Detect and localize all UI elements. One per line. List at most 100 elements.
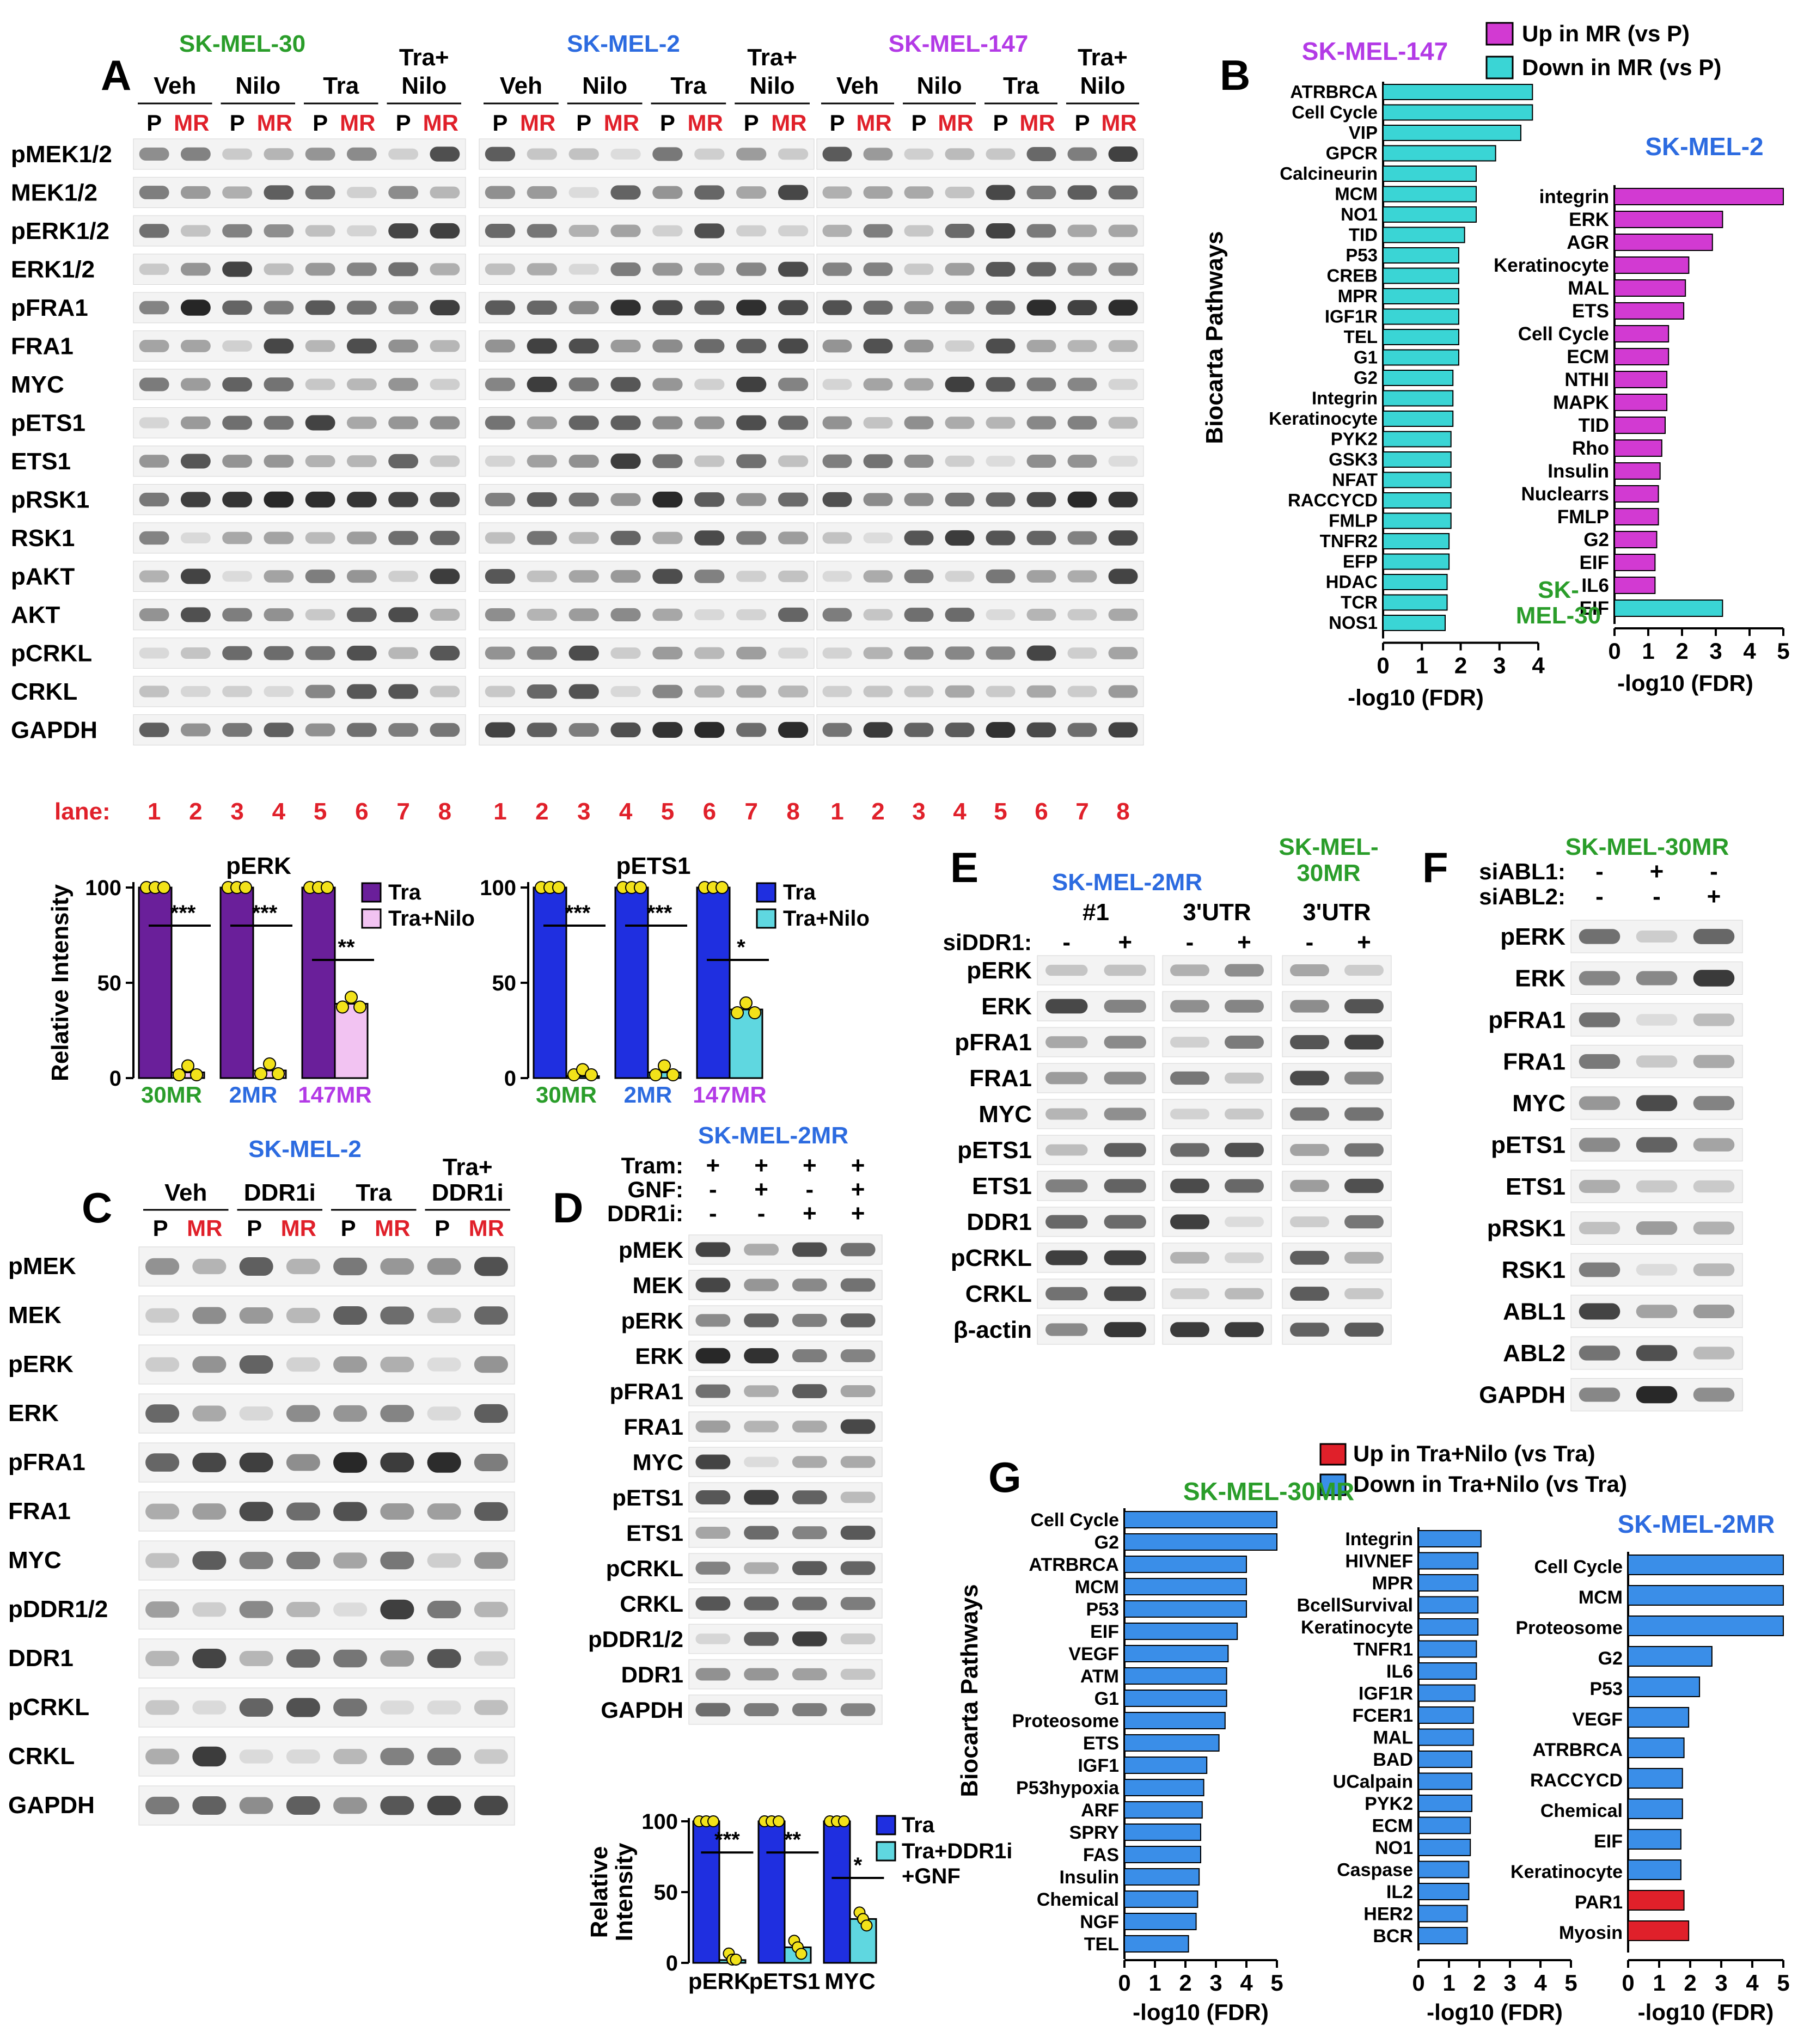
- blot-band: [1026, 570, 1056, 583]
- x-tick-label: 2: [1454, 653, 1467, 678]
- bar-label: MAPK: [1553, 392, 1609, 413]
- blot-row-label: ABL2: [1503, 1340, 1565, 1367]
- blot-band: [822, 339, 852, 353]
- blot-band: [840, 1278, 876, 1292]
- blot-band: [822, 262, 852, 276]
- blot-band: [346, 378, 377, 390]
- blot-band: [264, 377, 294, 391]
- blot-row-label: pMEK1/2: [11, 141, 112, 168]
- blot-band: [778, 455, 809, 467]
- blot-band: [568, 148, 599, 160]
- y-tick-label: 100: [85, 876, 121, 900]
- bar: [1124, 1578, 1247, 1595]
- x-tick-label: 5: [1564, 1970, 1577, 1996]
- bar: [1418, 1816, 1471, 1834]
- bar-label: Caspase: [1337, 1860, 1413, 1881]
- bar-label: EFP: [1343, 552, 1378, 572]
- blot-band: [192, 1258, 227, 1275]
- blot-band: [945, 492, 975, 507]
- blot-band: [527, 646, 557, 660]
- bar: [1383, 166, 1477, 182]
- blot-band: [1170, 1288, 1209, 1299]
- bar-label: ATRBRCA: [1029, 1555, 1119, 1575]
- blot-band: [1045, 1323, 1088, 1336]
- bar: [1418, 1861, 1470, 1878]
- legend-swatch: [1319, 1473, 1347, 1496]
- blot-band: [1579, 1345, 1620, 1361]
- blot-band: [986, 148, 1016, 160]
- blot-band: [222, 148, 253, 160]
- legend-swatch: [1485, 22, 1514, 46]
- bar: [1383, 553, 1450, 570]
- bar-label: VEGF: [1572, 1709, 1623, 1730]
- bar-label: TID: [1579, 415, 1609, 436]
- blot-band: [333, 1602, 368, 1617]
- legend-swatch: [361, 908, 382, 929]
- bar: [1383, 533, 1450, 549]
- bar: [1383, 349, 1459, 366]
- blot-band: [1636, 1137, 1678, 1153]
- blot-band: [1636, 1386, 1678, 1404]
- blot-band: [222, 377, 253, 392]
- blot-band: [822, 492, 852, 507]
- blot-band: [863, 148, 893, 161]
- blot-band: [1225, 1322, 1264, 1337]
- bar-label: VIP: [1349, 123, 1378, 143]
- blot-band: [427, 1503, 461, 1520]
- data-point: [666, 1068, 680, 1081]
- treatment-label: Tra+: [443, 1154, 493, 1180]
- bar-label: NTHI: [1564, 369, 1609, 390]
- blot-band: [1579, 1137, 1620, 1152]
- condition-label: GNF:: [627, 1177, 683, 1202]
- group-label: MYC: [824, 1968, 875, 1994]
- blot-band: [1067, 377, 1097, 391]
- p-label: P: [313, 110, 328, 136]
- blot-row-label: FRA1: [969, 1065, 1032, 1092]
- bar-label: IGF1R: [1359, 1684, 1413, 1704]
- blot-band: [1104, 1215, 1146, 1229]
- blot-band: [139, 377, 169, 391]
- blot-band: [945, 530, 975, 546]
- blot-band: [1045, 1215, 1088, 1229]
- blot-band: [286, 1308, 320, 1323]
- blot-band: [485, 300, 516, 315]
- blot-band: [904, 686, 934, 697]
- bar: [1614, 599, 1723, 617]
- blot-band: [430, 723, 460, 737]
- blot-row-label: MYC: [11, 371, 64, 398]
- condition-sign: +: [1237, 929, 1251, 956]
- lane-number: 8: [438, 798, 451, 825]
- blot-band: [180, 454, 211, 469]
- bar-label: FCER1: [1353, 1705, 1413, 1726]
- blot-band: [222, 415, 253, 430]
- bar: [1124, 1868, 1200, 1886]
- significance-stars: *: [737, 935, 745, 959]
- treatment-label: Nilo: [916, 72, 962, 99]
- sirna-label: #1: [1083, 899, 1109, 926]
- blot-band: [744, 1278, 779, 1292]
- blot-band: [1170, 1214, 1209, 1229]
- p-label: P: [230, 110, 245, 136]
- blot-band: [986, 185, 1016, 200]
- legend-label: Up in Tra+Nilo (vs Tra): [1353, 1441, 1595, 1466]
- lane-number: 3: [577, 798, 590, 825]
- blot-band: [1067, 262, 1097, 276]
- blot-band: [430, 455, 460, 467]
- blot-band: [1579, 1180, 1620, 1193]
- blot-band: [1026, 340, 1056, 352]
- blot-band: [239, 1452, 273, 1473]
- legend-swatch: [756, 882, 776, 903]
- blot-band: [736, 299, 767, 316]
- blot-band: [568, 377, 599, 391]
- bar-label: TCR: [1341, 592, 1378, 613]
- blot-band: [427, 1700, 461, 1715]
- blot-band: [694, 416, 725, 430]
- bar: [1628, 1920, 1690, 1941]
- blot-band: [286, 1502, 320, 1521]
- blot-band: [527, 338, 557, 354]
- blot-band: [427, 1649, 461, 1668]
- blot-band: [652, 339, 683, 353]
- bar: [1124, 1913, 1197, 1930]
- blot-band: [527, 300, 557, 315]
- blot-band: [264, 338, 294, 354]
